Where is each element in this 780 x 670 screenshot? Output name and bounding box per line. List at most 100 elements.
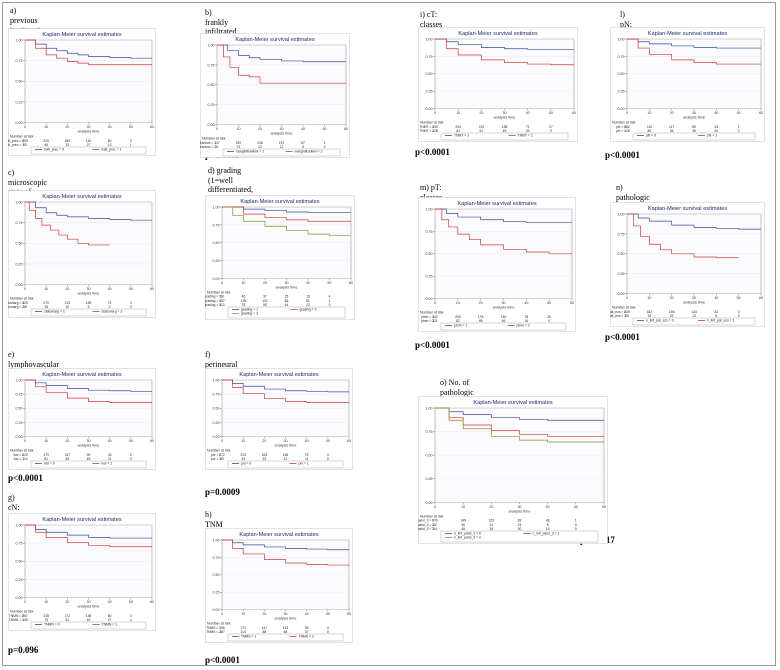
risk-value: 325 xyxy=(22,301,28,305)
y-tick-label: 0.75 xyxy=(213,556,220,560)
survival-curve-2 xyxy=(222,379,349,403)
y-tick-label: 0.00 xyxy=(426,297,433,301)
risk-value: 0 xyxy=(575,523,577,527)
x-tick-label: 30 xyxy=(87,600,91,604)
plot-title: Kaplan-Meier survival estimates xyxy=(42,517,121,523)
risk-value: 176 xyxy=(478,315,484,319)
risk-row-label: marginifrankmi = 2 xyxy=(200,145,216,149)
y-tick-label: 0.25 xyxy=(426,90,433,94)
risk-value: 136 xyxy=(86,614,92,618)
x-tick-label: 40 xyxy=(108,287,112,291)
risk-row-label: statomarg = 2 xyxy=(8,305,24,309)
y-tick-label: 0.00 xyxy=(213,435,220,439)
risk-value: 220 xyxy=(43,139,49,143)
y-tick-label: 0.50 xyxy=(426,72,433,76)
x-tick-label: 40 xyxy=(546,505,550,509)
risk-value: 60 xyxy=(220,295,224,299)
y-tick-label: 0.50 xyxy=(426,454,433,458)
legend-entry: TNMS = 1 xyxy=(241,634,256,638)
y-tick-label: 0.75 xyxy=(16,221,23,225)
x-axis-label: analysis time xyxy=(683,301,705,305)
risk-value: 180 xyxy=(65,139,71,143)
risk-value: 3 xyxy=(130,301,132,305)
risk-table-header: Number at risk xyxy=(207,622,231,626)
legend-box xyxy=(30,621,147,630)
legend-entry: pN = 0 xyxy=(646,133,656,137)
km-chart-o: Kaplan-Meier survival estimates 0.00 0.25 0… xyxy=(418,396,608,544)
x-tick-label: 40 xyxy=(305,612,309,616)
x-axis-label: analysis time xyxy=(494,116,516,120)
legend-entry: grading = 2 xyxy=(300,307,317,311)
risk-value: 114 xyxy=(241,630,246,634)
risk-value: 3 xyxy=(327,453,329,457)
y-tick-label: 0.50 xyxy=(213,407,220,411)
y-tick-label: 0.50 xyxy=(426,252,433,256)
risk-value: 172 xyxy=(65,614,71,618)
survival-curve-1 xyxy=(222,379,349,393)
risk-row-label: pN = 0 xyxy=(616,125,626,129)
risk-value: 20 xyxy=(714,129,718,133)
x-tick-label: 40 xyxy=(714,296,718,300)
plot-title: Kaplan-Meier survival estimates xyxy=(42,194,121,200)
x-tick-label: 40 xyxy=(305,439,309,443)
risk-value: 54 xyxy=(433,527,437,531)
y-tick-label: 0.75 xyxy=(426,55,433,59)
risk-row-label: pni = 1 xyxy=(211,457,221,461)
risk-value: 80 xyxy=(108,139,112,143)
x-tick-label: 20 xyxy=(263,281,267,285)
legend-box xyxy=(30,460,147,469)
risk-value: 21 xyxy=(237,145,241,149)
x-tick-label: 10 xyxy=(44,600,48,604)
risk-value: 113 xyxy=(219,303,224,307)
risk-value: 0 xyxy=(130,305,132,309)
risk-row-label: ptnm = 2 xyxy=(421,319,434,323)
risk-value: 140 xyxy=(86,139,92,143)
legend-box xyxy=(227,460,344,469)
x-axis-label: analysis time xyxy=(509,509,531,513)
risk-value: 43 xyxy=(108,453,112,457)
risk-value: 117 xyxy=(669,125,674,129)
risk-value: 204 xyxy=(455,125,461,129)
risk-table-header: Number at risk xyxy=(10,449,34,453)
y-tick-label: 0.00 xyxy=(16,121,23,125)
risk-value: 31 xyxy=(215,145,219,149)
legend-entry: TNMT = 1 xyxy=(454,133,469,137)
y-tick-label: 0.25 xyxy=(618,272,625,276)
x-tick-label: 0 xyxy=(626,111,628,115)
risk-value: 34 xyxy=(489,527,493,531)
survival-curve-2 xyxy=(222,206,351,222)
risk-value: 78 xyxy=(524,315,528,319)
x-tick-label: 50 xyxy=(328,281,332,285)
x-tick-label: 0 xyxy=(221,439,223,443)
y-tick-label: 0.75 xyxy=(213,223,220,227)
legend-entry: pni = 1 xyxy=(299,461,309,465)
risk-value: 1 xyxy=(575,519,577,523)
x-tick-label: 40 xyxy=(306,281,310,285)
x-tick-label: 10 xyxy=(44,287,48,291)
risk-value: 59 xyxy=(625,314,629,318)
risk-value: 85 xyxy=(692,125,696,129)
x-tick-label: 0 xyxy=(221,612,223,616)
x-axis-label: analysis time xyxy=(275,617,297,621)
risk-table-header: Number at risk xyxy=(202,137,226,141)
x-tick-label: 10 xyxy=(647,111,651,115)
risk-value: 0 xyxy=(548,319,550,323)
x-tick-label: 50 xyxy=(737,296,741,300)
legend-entry: pN = 1 xyxy=(707,133,717,137)
risk-value: 272 xyxy=(219,453,225,457)
y-tick-label: 1.00 xyxy=(618,37,625,41)
legend-entry: statomarg = 1 xyxy=(44,309,65,313)
risk-row-label: TNMS = 1 xyxy=(206,626,221,630)
risk-value: 86 xyxy=(285,299,289,303)
risk-value: 59 xyxy=(220,457,224,461)
legend-entry: statomarg = 2 xyxy=(102,309,123,313)
x-tick-label: 10 xyxy=(44,125,48,129)
x-tick-label: 20 xyxy=(670,296,674,300)
risk-value: 55 xyxy=(263,303,267,307)
legend-box xyxy=(30,146,147,155)
risk-value: 23 xyxy=(526,129,530,133)
x-tick-label: 60 xyxy=(347,612,351,616)
survival-curve-2 xyxy=(627,38,761,65)
x-tick-label: 10 xyxy=(647,296,651,300)
p-value: p=0.096 xyxy=(8,645,39,655)
